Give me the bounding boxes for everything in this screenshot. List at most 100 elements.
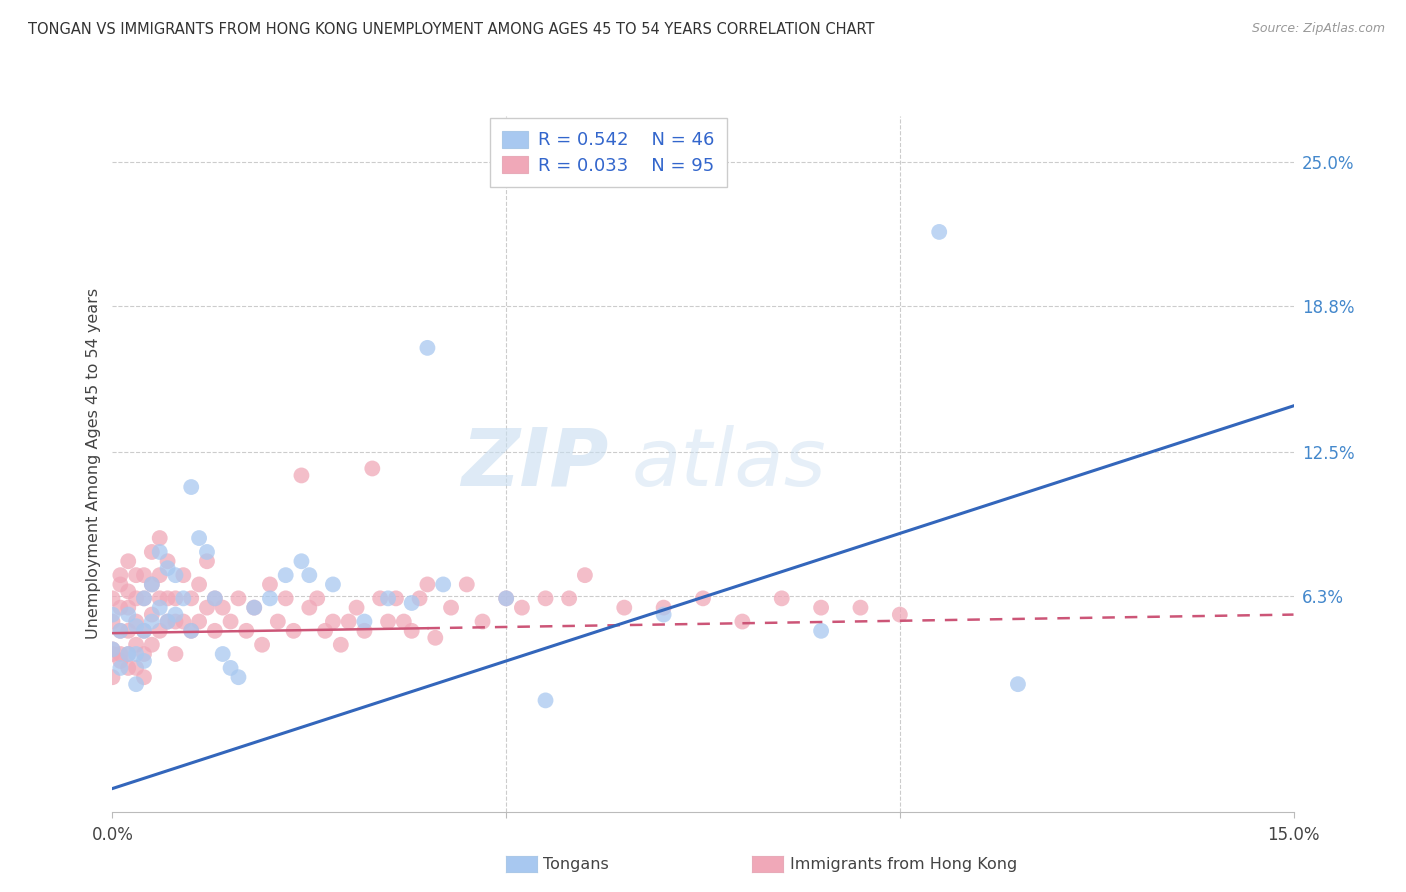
Point [117,554,139,568]
Point [132,647,155,661]
Point [156,554,179,568]
Point [425,631,447,645]
Text: Immigrants from Hong Kong: Immigrants from Hong Kong [790,857,1018,871]
Point [558,591,581,606]
Point [141,638,163,652]
Point [141,545,163,559]
Point [141,577,163,591]
Point [117,647,139,661]
Point [165,615,187,629]
Point [195,554,218,568]
Point [141,577,163,591]
Point [368,591,391,606]
Point [110,647,132,661]
Point [274,591,297,606]
Point [117,661,139,675]
Point [392,615,415,629]
Point [495,591,517,606]
Point [110,600,132,615]
Point [534,591,557,606]
Point [928,225,950,239]
Point [149,624,172,638]
Point [574,568,596,582]
Point [172,615,194,629]
Text: atlas: atlas [633,425,827,503]
Point [322,615,344,629]
Point [329,638,352,652]
Point [101,591,124,606]
Point [432,577,454,591]
Point [290,554,312,568]
Point [204,591,226,606]
Point [110,577,132,591]
Point [110,624,132,638]
Point [117,624,139,638]
Point [770,591,793,606]
Point [165,607,187,622]
Point [141,615,163,629]
Point [267,615,290,629]
Point [298,568,321,582]
Point [274,568,297,582]
Point [101,642,124,657]
Point [188,577,211,591]
Point [172,568,194,582]
Point [298,600,321,615]
Point [125,568,148,582]
Point [101,607,124,622]
Point [132,670,155,684]
Point [510,600,533,615]
Point [156,615,179,629]
Point [180,624,202,638]
Point [188,615,211,629]
Point [117,607,139,622]
Point [259,591,281,606]
Point [188,531,211,545]
Point [731,615,754,629]
Point [1007,677,1029,691]
Point [377,591,399,606]
Point [149,531,172,545]
Point [416,577,439,591]
Point [101,670,124,684]
Point [101,615,124,629]
Point [149,600,172,615]
Point [125,619,148,633]
Point [132,654,155,668]
Point [141,607,163,622]
Point [290,468,312,483]
Point [613,600,636,615]
Point [408,591,430,606]
Point [204,624,226,638]
Point [228,670,250,684]
Point [652,600,675,615]
Point [110,654,132,668]
Point [132,591,155,606]
Point [204,591,226,606]
Point [849,600,872,615]
Point [219,615,242,629]
Point [322,577,344,591]
Point [149,591,172,606]
Point [132,591,155,606]
Y-axis label: Unemployment Among Ages 45 to 54 years: Unemployment Among Ages 45 to 54 years [86,288,101,640]
Point [456,577,478,591]
Point [132,624,155,638]
Text: Tongans: Tongans [543,857,609,871]
Point [243,600,266,615]
Point [156,561,179,575]
Point [416,341,439,355]
Point [110,661,132,675]
Point [180,624,202,638]
Point [810,600,832,615]
Point [132,568,155,582]
Point [125,615,148,629]
Point [125,677,148,691]
Point [652,607,675,622]
Point [243,600,266,615]
Point [211,647,233,661]
Point [401,596,423,610]
Point [250,638,273,652]
Point [692,591,714,606]
Point [125,638,148,652]
